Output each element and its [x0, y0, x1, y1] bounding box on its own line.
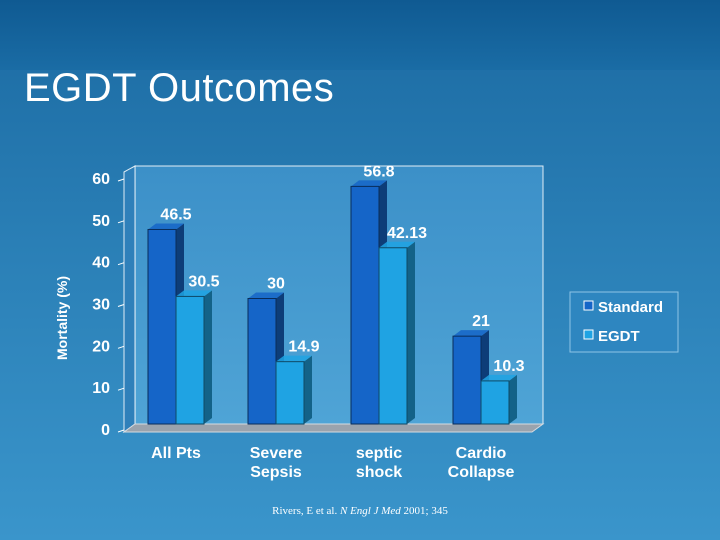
- bar-front-face: [148, 229, 176, 424]
- y-tick-mark: [117, 220, 125, 224]
- y-tick-label: 10: [92, 380, 110, 397]
- category-label: Severe Sepsis: [250, 445, 303, 481]
- bar-top-face: [276, 355, 312, 362]
- bar-side-face: [204, 290, 212, 424]
- citation-year-volume: 2001; 345: [403, 505, 448, 517]
- category-label: septic shock: [356, 445, 402, 481]
- citation-journal: N Engl J Med: [339, 505, 401, 517]
- legend-label-standard: Standard: [598, 299, 663, 316]
- data-label: 21: [472, 313, 490, 330]
- bar-side-face: [509, 374, 517, 424]
- y-tick-label: 0: [101, 422, 110, 439]
- legend-swatch-standard: [583, 300, 594, 311]
- y-axis-label: Mortality (%): [54, 276, 70, 360]
- bar-egdt-0: [175, 290, 212, 425]
- legend-swatch-egdt: [583, 329, 594, 340]
- citation: Rivers, E et al. N Engl J Med 2001; 345: [0, 505, 720, 517]
- data-label: 42.13: [387, 225, 427, 242]
- bar-outline: [480, 380, 510, 425]
- bar-top-face: [351, 180, 387, 187]
- y-tick-mark: [117, 345, 125, 349]
- bar-egdt-2: [378, 241, 415, 425]
- category-label: All Pts: [151, 445, 201, 462]
- title-band: [0, 0, 720, 70]
- bar-front-face: [379, 247, 407, 424]
- bar-outline: [275, 361, 305, 425]
- slide-title: EGDT Outcomes: [24, 66, 335, 110]
- data-label: 30: [267, 276, 285, 293]
- y-tick-mark: [117, 262, 125, 266]
- bar-standard-3: [452, 330, 489, 425]
- legend-label-egdt: EGDT: [598, 328, 640, 345]
- y-tick-mark: [117, 178, 125, 182]
- category-label: Cardio Collapse: [448, 445, 515, 481]
- bar-outline: [378, 247, 408, 425]
- legend: Standard EGDT: [569, 291, 679, 353]
- bar-top-face: [481, 374, 517, 381]
- y-tick-label: 30: [92, 297, 110, 314]
- bar-side-face: [304, 355, 312, 424]
- bar-top-face: [379, 241, 415, 248]
- data-label: 56.8: [363, 163, 394, 180]
- bar-top-face: [176, 290, 212, 297]
- y-tick-mark: [117, 304, 125, 307]
- data-label: 10.3: [493, 358, 524, 375]
- bar-egdt-3: [480, 374, 517, 425]
- y-tick-label: 20: [92, 338, 110, 355]
- data-label: 30.5: [188, 273, 219, 290]
- plot-floor: [122, 423, 545, 433]
- y-tick-mark: [117, 387, 125, 391]
- bar-outline: [175, 295, 205, 425]
- y-tick-mark: [117, 429, 125, 433]
- data-label: 14.9: [288, 339, 319, 356]
- y-tick-label: 60: [92, 171, 110, 188]
- bar-top-face: [148, 223, 184, 230]
- bar-front-face: [276, 361, 304, 424]
- bar-front-face: [248, 298, 276, 424]
- bar-front-face: [453, 336, 481, 424]
- bar-egdt-1: [275, 355, 312, 425]
- y-tick-label: 50: [92, 213, 110, 230]
- bar-front-face: [351, 186, 379, 424]
- y-tick-label: 40: [92, 255, 110, 272]
- citation-authors: Rivers, E et al.: [272, 505, 338, 517]
- bar-side-face: [407, 241, 415, 424]
- plot-side-wall: [123, 165, 136, 433]
- bar-outline: [452, 335, 482, 425]
- data-label: 46.5: [160, 206, 191, 223]
- bar-front-face: [176, 296, 204, 424]
- bar-front-face: [481, 380, 509, 424]
- bar-top-face: [453, 330, 489, 337]
- bar-top-face: [248, 292, 284, 299]
